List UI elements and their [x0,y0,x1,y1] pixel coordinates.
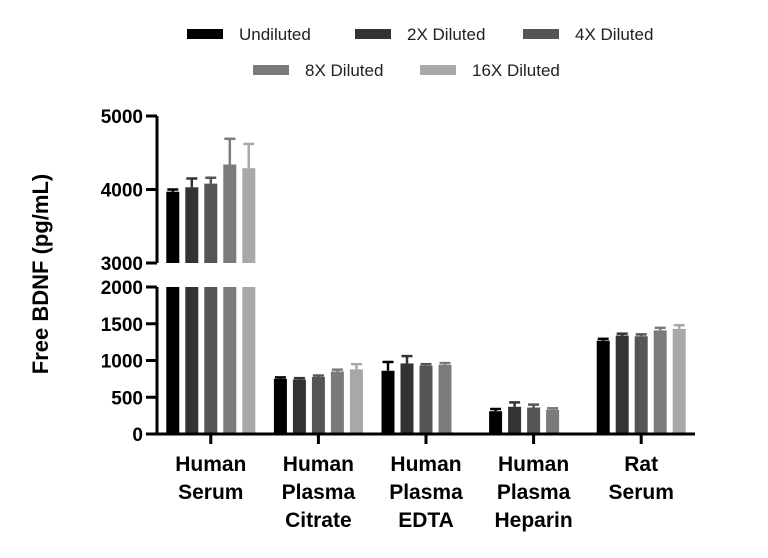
bar [311,377,325,434]
x-tick-label-line: Citrate [285,509,352,532]
x-tick-label: Rat Serum [609,453,674,504]
legend-swatch [523,29,559,39]
bar [508,406,522,434]
bar [615,335,629,434]
bar [419,365,433,434]
y-axis: 0 500 1000 1500 2000 3000 4000 5000 [101,107,159,446]
bar [381,370,395,434]
x-tick-label-line: Plasma [389,481,463,504]
x-tick-label-line: Human [175,453,246,476]
bar [242,287,256,434]
bar-upper [223,164,237,263]
bar [273,378,287,434]
x-tick-label-line: Human [498,453,569,476]
bar [596,340,610,434]
legend-swatch [355,29,391,39]
bars [166,137,686,434]
legend-label: 16X Diluted [472,61,560,80]
x-tick-label-line: EDTA [398,509,454,532]
bar [527,407,541,434]
bar-upper [166,191,180,263]
x-tick-label-line: Plasma [497,481,571,504]
legend-label: 4X Diluted [575,25,653,44]
x-tick-label-line: Human [390,453,461,476]
y-tick-label: 2000 [101,278,143,299]
y-axis-title: Free BDNF (pg/mL) [28,174,53,374]
legend-label: 8X Diluted [305,61,383,80]
legend: Undiluted 2X Diluted 4X Diluted 8X Diluted 1… [187,25,653,80]
legend-swatch [253,65,289,75]
x-tick-label: Human Serum [175,453,246,504]
bar [349,369,363,434]
y-tick-label: 0 [132,425,143,446]
x-tick-label-line: Plasma [282,481,356,504]
bar [166,287,180,434]
x-tick-label-line: Human [283,453,354,476]
y-tick-label: 3000 [101,254,143,275]
bar [653,330,667,434]
bar-upper [204,183,218,263]
bar [292,379,306,434]
x-tick-label-line: Rat [624,453,658,476]
bar [223,287,237,434]
x-tick-label: Human Plasma Heparin [495,453,573,532]
legend-label: 2X Diluted [407,25,485,44]
x-tick-label: Human Plasma EDTA [389,453,463,532]
x-tick-label-line: Serum [609,481,674,504]
bar [185,287,199,434]
bar [489,411,503,434]
legend-label: Undiluted [239,25,311,44]
bar-upper [242,168,256,263]
bar-upper [185,187,199,263]
bar [400,363,414,434]
bar [330,371,344,434]
bar [204,287,218,434]
y-tick-label: 4000 [101,181,143,202]
x-tick-label-line: Serum [178,481,243,504]
y-tick-label: 1500 [101,315,143,336]
y-tick-label: 5000 [101,107,143,128]
legend-swatch [187,29,223,39]
y-tick-label: 1000 [101,352,143,373]
bar [634,336,648,434]
legend-swatch [420,65,456,75]
x-tick-label-line: Heparin [495,509,573,532]
bar [438,364,452,434]
x-axis: Human Serum Human Plasma Citrate Human Plasma E… [157,432,695,532]
bar [672,328,686,434]
y-tick-label: 500 [111,388,143,409]
bar [546,409,560,434]
x-tick-label: Human Plasma Citrate [282,453,356,532]
